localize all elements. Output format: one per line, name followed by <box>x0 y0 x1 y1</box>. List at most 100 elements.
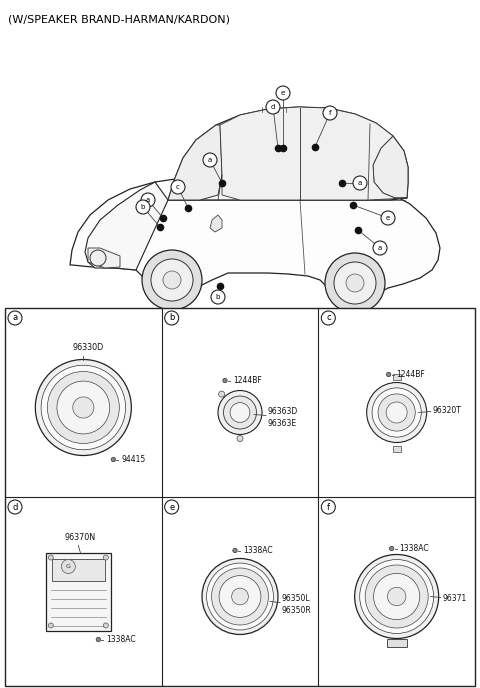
Text: a: a <box>378 245 382 251</box>
Circle shape <box>212 568 268 625</box>
Circle shape <box>353 176 367 190</box>
Circle shape <box>61 559 75 574</box>
Circle shape <box>111 458 116 462</box>
Text: 94415: 94415 <box>121 455 145 464</box>
Polygon shape <box>220 107 407 200</box>
Circle shape <box>211 290 225 304</box>
Circle shape <box>266 100 280 114</box>
Polygon shape <box>70 172 440 298</box>
Text: e: e <box>281 90 285 96</box>
Bar <box>393 374 401 380</box>
Circle shape <box>233 548 237 552</box>
Circle shape <box>165 311 179 325</box>
Bar <box>46 552 111 630</box>
Circle shape <box>203 153 217 167</box>
Circle shape <box>8 500 22 514</box>
Circle shape <box>372 388 421 437</box>
Circle shape <box>223 378 227 383</box>
Circle shape <box>389 546 394 550</box>
Circle shape <box>373 573 420 620</box>
Bar <box>5 308 475 686</box>
Circle shape <box>8 311 22 325</box>
Circle shape <box>41 365 126 450</box>
Circle shape <box>232 588 248 605</box>
Text: 96320T: 96320T <box>432 406 462 415</box>
Text: a: a <box>12 314 18 323</box>
Circle shape <box>151 259 193 301</box>
Circle shape <box>355 555 439 638</box>
Text: d: d <box>12 502 18 511</box>
Circle shape <box>378 394 415 431</box>
Circle shape <box>141 193 155 207</box>
Circle shape <box>367 383 427 442</box>
Text: 1338AC: 1338AC <box>400 544 429 553</box>
Circle shape <box>334 262 376 304</box>
Text: 96350L
96350R: 96350L 96350R <box>282 594 312 615</box>
Bar <box>387 638 407 647</box>
Text: 96363D
96363E: 96363D 96363E <box>268 407 298 428</box>
Circle shape <box>103 623 108 628</box>
Text: 1244BF: 1244BF <box>396 370 425 379</box>
Circle shape <box>202 559 278 634</box>
Circle shape <box>386 402 407 423</box>
Circle shape <box>48 372 120 444</box>
Text: e: e <box>169 502 174 511</box>
Circle shape <box>96 637 100 642</box>
Text: (W/SPEAKER BRAND-HARMAN/KARDON): (W/SPEAKER BRAND-HARMAN/KARDON) <box>8 14 230 24</box>
Text: a: a <box>208 157 212 163</box>
Circle shape <box>73 397 94 418</box>
Circle shape <box>218 391 225 397</box>
Text: e: e <box>386 215 390 221</box>
Circle shape <box>48 623 53 628</box>
Text: b: b <box>169 314 174 323</box>
Polygon shape <box>210 215 222 232</box>
Circle shape <box>224 396 256 429</box>
Text: 96370N: 96370N <box>65 533 96 543</box>
Text: b: b <box>216 294 220 300</box>
Circle shape <box>387 588 406 605</box>
Circle shape <box>323 106 337 120</box>
Circle shape <box>103 555 108 560</box>
Polygon shape <box>85 182 168 270</box>
Circle shape <box>163 271 181 289</box>
Circle shape <box>36 360 132 455</box>
Circle shape <box>48 555 53 560</box>
Text: G: G <box>66 564 71 569</box>
Polygon shape <box>168 107 408 200</box>
Text: 96330D: 96330D <box>72 343 104 352</box>
Circle shape <box>381 211 395 225</box>
Text: b: b <box>141 204 145 210</box>
Text: d: d <box>271 104 275 110</box>
Text: a: a <box>358 180 362 186</box>
Circle shape <box>360 559 433 634</box>
Circle shape <box>219 576 261 617</box>
Text: 1338AC: 1338AC <box>107 635 136 644</box>
Circle shape <box>206 563 274 630</box>
Text: 96371: 96371 <box>443 594 467 603</box>
Text: 1244BF: 1244BF <box>233 376 262 385</box>
Circle shape <box>90 250 106 266</box>
Bar <box>52 559 105 581</box>
Circle shape <box>230 402 250 422</box>
Circle shape <box>386 372 391 377</box>
Circle shape <box>321 500 336 514</box>
Text: a: a <box>146 197 150 203</box>
Circle shape <box>165 500 179 514</box>
Text: c: c <box>326 314 331 323</box>
Circle shape <box>237 436 243 442</box>
Circle shape <box>142 250 202 310</box>
Circle shape <box>346 274 364 292</box>
Circle shape <box>276 86 290 100</box>
Text: 1338AC: 1338AC <box>243 546 273 555</box>
Circle shape <box>136 200 150 214</box>
Polygon shape <box>88 248 120 268</box>
Bar <box>393 446 401 451</box>
Text: c: c <box>176 184 180 190</box>
Polygon shape <box>168 125 222 200</box>
Circle shape <box>57 381 110 434</box>
Circle shape <box>321 311 336 325</box>
Polygon shape <box>373 136 408 198</box>
Circle shape <box>171 180 185 194</box>
Circle shape <box>365 565 428 628</box>
Text: f: f <box>329 110 331 116</box>
